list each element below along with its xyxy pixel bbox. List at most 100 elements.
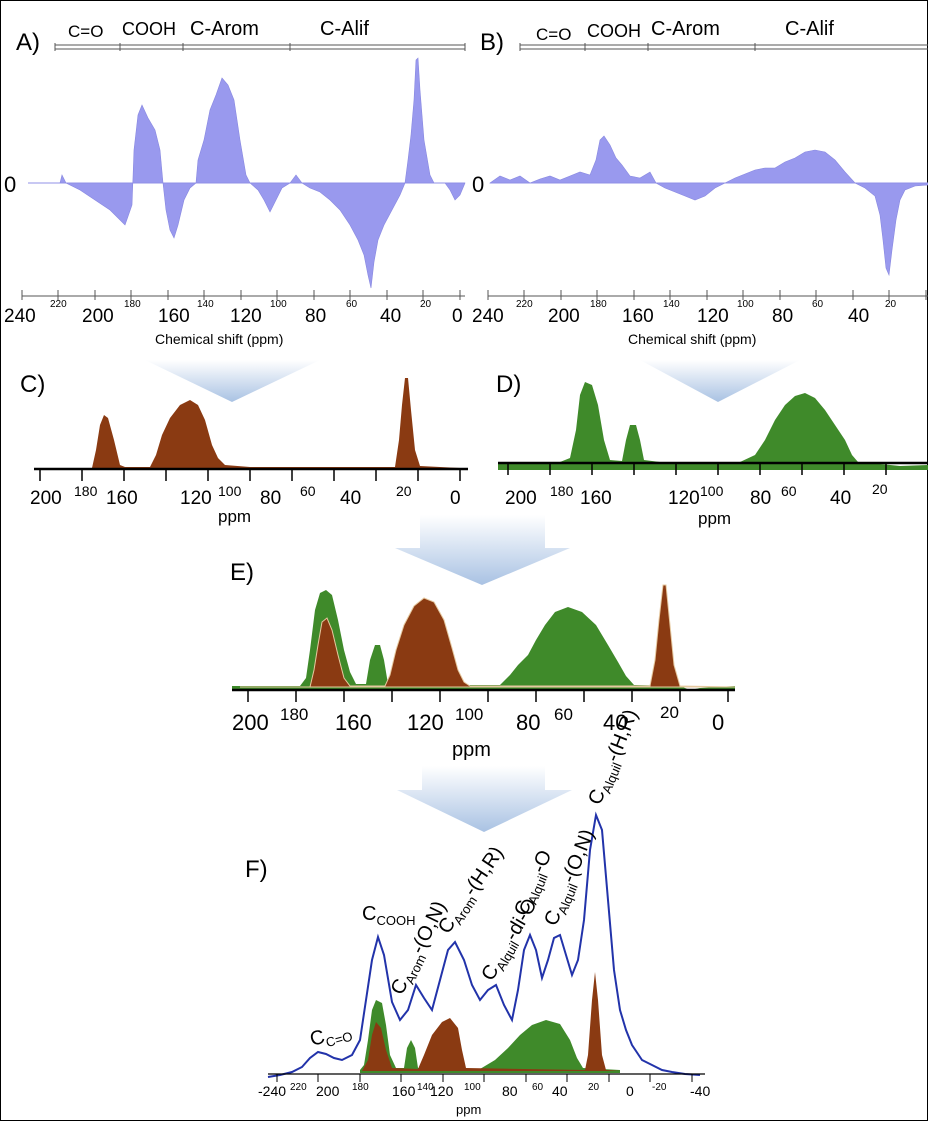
panel-f-green-spectrum — [360, 1000, 620, 1073]
panel-c-tick-80: 80 — [260, 488, 281, 509]
panel-b-tick-240: 240 — [472, 306, 504, 327]
panel-d-tick-180: 180 — [550, 483, 574, 499]
panel-c-xlabel: ppm — [218, 507, 251, 526]
panel-e-letter: E) — [230, 559, 254, 586]
panel-d-tick-200: 200 — [505, 488, 537, 509]
panel-d-axis-ticks — [507, 463, 887, 475]
panel-e-tick-80: 80 — [516, 710, 540, 735]
panel-d-tick-160: 160 — [580, 488, 612, 509]
panel-a-region-co: C=O — [68, 22, 103, 41]
panel-a-region-bar — [54, 43, 466, 51]
panel-b: B) C=O COOH C-Arom C-Alif 0 240 200 160 … — [472, 18, 928, 347]
panel-f-tick-40: 40 — [552, 1083, 568, 1099]
panel-c-tick-100: 100 — [218, 483, 242, 499]
panel-a: A) C=O COOH C-Arom C-Alif 0 240 200 160 … — [4, 18, 466, 347]
panel-a-tick-200: 200 — [82, 306, 114, 327]
panel-b-region-carom: C-Arom — [651, 18, 720, 40]
panel-b-tick-120: 120 — [697, 306, 729, 327]
panel-b-tick-140: 140 — [663, 299, 680, 310]
panel-c-letter: C) — [20, 371, 45, 398]
panel-a-tick-160: 160 — [158, 306, 190, 327]
panel-b-letter: B) — [480, 29, 504, 56]
panel-d-tick-120: 120 — [668, 488, 700, 509]
panel-f-tick-20: 20 — [588, 1082, 600, 1093]
panel-f-tick-240: -240 — [258, 1083, 286, 1099]
panel-e-brown-spectrum — [240, 584, 736, 688]
panel-c-tick-20: 20 — [396, 483, 412, 499]
panel-a-xlabel: Chemical shift (ppm) — [155, 331, 283, 347]
panel-f-xlabel: ppm — [456, 1102, 481, 1117]
arrow-cd-to-e — [395, 515, 570, 585]
arrow-b-to-d — [640, 360, 800, 402]
panel-a-tick-240: 240 — [4, 306, 36, 327]
panel-a-axis-ticks — [21, 290, 461, 300]
panel-b-xlabel: Chemical shift (ppm) — [628, 331, 756, 347]
panel-b-tick-220: 220 — [516, 299, 533, 310]
panel-b-tick-80: 80 — [772, 306, 793, 327]
panel-e-xlabel: ppm — [452, 739, 491, 761]
panel-e-green-spectrum — [232, 590, 735, 690]
panel-b-tick-40: 40 — [848, 306, 869, 327]
panel-a-tick-60: 60 — [346, 299, 358, 310]
arrow-e-to-f — [397, 766, 572, 832]
panel-f-tick-220: 220 — [290, 1082, 307, 1093]
panel-f-fitted-spectrum — [267, 811, 701, 1078]
panel-f-axis-ticks — [276, 1074, 693, 1082]
panel-f: F) -240 200 160 120 80 40 0 -40 220 180 … — [245, 706, 710, 1117]
panel-f-tick-80: 80 — [502, 1083, 518, 1099]
panel-e-tick-180: 180 — [280, 705, 308, 724]
panel-d-tick-100: 100 — [700, 483, 724, 499]
panel-c-tick-180: 180 — [74, 483, 98, 499]
panel-b-tick-180: 180 — [590, 299, 607, 310]
panel-a-tick-100: 100 — [270, 299, 287, 310]
panel-e-axis-ticks — [247, 690, 729, 702]
panel-a-letter: A) — [16, 29, 40, 56]
panel-c-tick-200: 200 — [30, 488, 62, 509]
peak-label-ccooh: CCOOH — [362, 903, 415, 928]
panel-e-tick-20: 20 — [660, 703, 679, 722]
panel-e-tick-200: 200 — [232, 710, 269, 735]
peak-label-calquil-hr: CAlquil-(H,R) — [584, 706, 645, 809]
panel-e-tick-60: 60 — [554, 705, 573, 724]
panel-e-tick-0: 0 — [712, 710, 724, 735]
panel-d: D) 200 160 120 80 40 180 100 60 20 ppm — [496, 371, 928, 528]
panel-c-tick-0: 0 — [450, 488, 461, 509]
panel-f-tick-180: 180 — [352, 1082, 369, 1093]
panel-a-tick-40: 40 — [380, 306, 401, 327]
panel-a-region-carom: C-Arom — [190, 18, 259, 40]
arrow-a-to-c — [145, 360, 320, 402]
peak-label-carom-hr: CArom-(H,R) — [434, 843, 511, 940]
panel-a-region-calif: C-Alif — [320, 18, 369, 40]
panel-a-tick-180: 180 — [124, 299, 141, 310]
panel-b-difference-spectrum — [489, 135, 928, 277]
panel-d-xlabel: ppm — [698, 509, 731, 528]
panel-d-letter: D) — [496, 371, 521, 398]
panel-c-tick-120: 120 — [180, 488, 212, 509]
panel-b-region-cooh: COOH — [587, 21, 641, 41]
panel-f-tick-minus20: -20 — [652, 1082, 667, 1093]
panel-b-tick-60: 60 — [812, 299, 824, 310]
panel-a-tick-220: 220 — [50, 299, 67, 310]
panel-b-region-bar — [519, 43, 928, 51]
panel-c-tick-160: 160 — [106, 488, 138, 509]
panel-d-tick-40: 40 — [830, 488, 851, 509]
panel-b-tick-160: 160 — [622, 306, 654, 327]
panel-e-tick-160: 160 — [335, 710, 372, 735]
panel-b-tick-100: 100 — [737, 299, 754, 310]
panel-a-difference-spectrum — [28, 57, 466, 289]
panel-f-tick-0: 0 — [626, 1083, 634, 1099]
panel-a-tick-80: 80 — [305, 306, 326, 327]
panel-f-tick-140: 140 — [417, 1082, 434, 1093]
panel-a-tick-20: 20 — [420, 299, 432, 310]
panel-f-letter: F) — [245, 856, 268, 883]
panel-d-tick-20: 20 — [872, 481, 888, 497]
panel-c-axis-ticks — [39, 469, 461, 481]
panel-b-tick-20: 20 — [885, 299, 897, 310]
panel-a-tick-0: 0 — [452, 306, 463, 327]
panel-e-tick-40: 40 — [603, 710, 627, 735]
panel-d-tick-80: 80 — [750, 488, 771, 509]
panel-c-tick-40: 40 — [340, 488, 361, 509]
panel-b-region-calif: C-Alif — [785, 18, 834, 40]
panel-c-tick-60: 60 — [300, 483, 316, 499]
